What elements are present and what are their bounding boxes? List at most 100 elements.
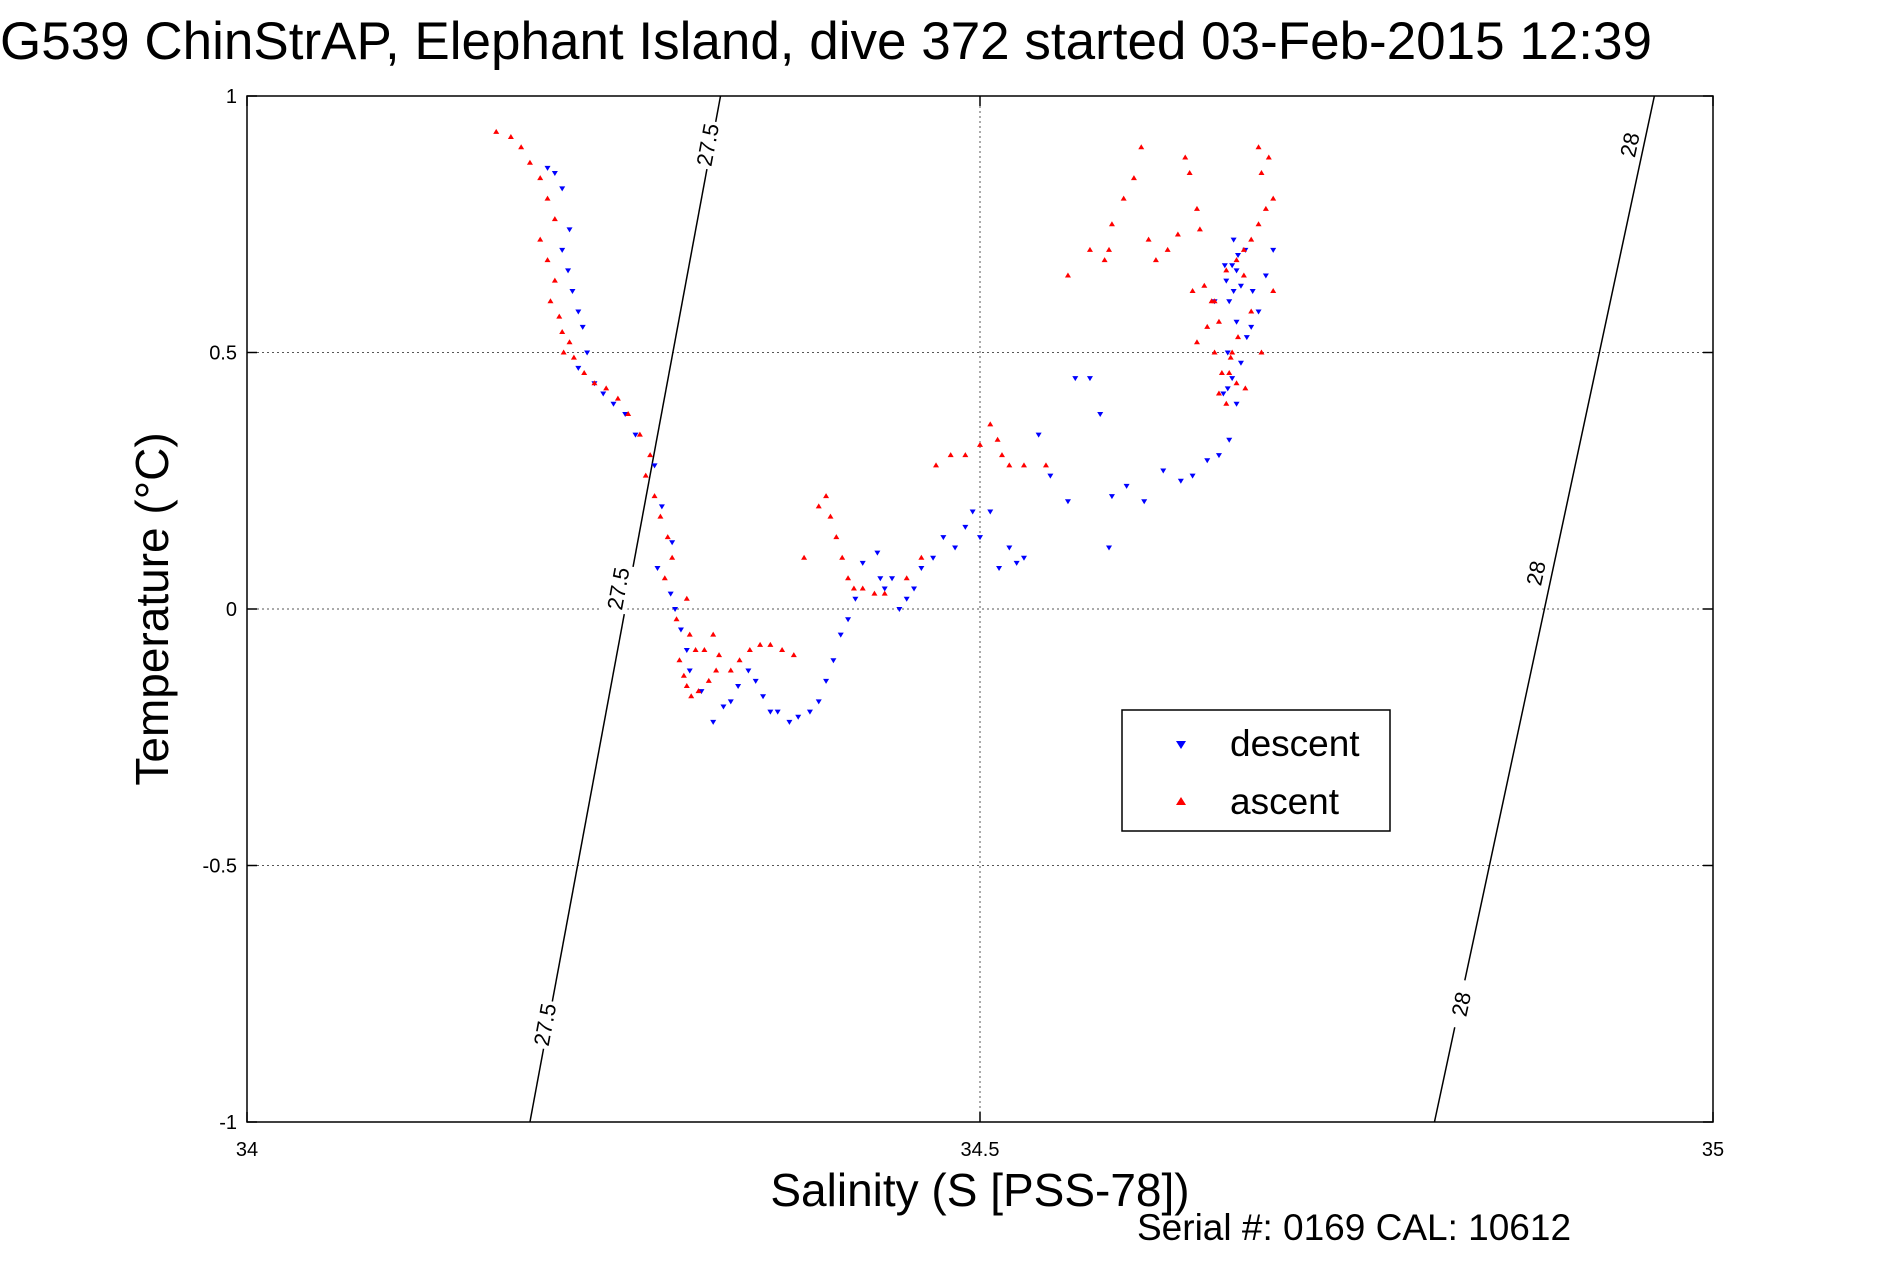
ascent-point xyxy=(713,667,720,673)
isopycnal-label-bg xyxy=(600,562,636,615)
descent-point xyxy=(1229,263,1236,269)
descent-point xyxy=(1013,560,1020,566)
descent-point xyxy=(1223,278,1230,284)
descent-point xyxy=(735,683,742,689)
legend-descent-marker xyxy=(1176,741,1186,749)
descent-point xyxy=(874,550,881,556)
descent-point xyxy=(654,565,661,571)
ascent-point xyxy=(701,647,708,653)
descent-point xyxy=(969,509,976,515)
descent-point xyxy=(1220,391,1227,397)
ascent-point xyxy=(705,677,712,683)
ascent-point xyxy=(1265,154,1272,160)
descent-point xyxy=(575,309,582,315)
descent-point xyxy=(584,350,591,356)
ascent-point xyxy=(815,503,822,509)
descent-point xyxy=(889,576,896,582)
descent-point xyxy=(1237,283,1244,289)
y-tick-label: 0.5 xyxy=(209,343,237,365)
descent-point xyxy=(767,709,774,715)
descent-point xyxy=(610,401,617,407)
descent-point xyxy=(1270,247,1277,253)
ascent-point xyxy=(493,128,500,134)
legend-ascent-marker xyxy=(1176,797,1186,805)
descent-point xyxy=(1229,376,1236,382)
isopycnal-label-bg xyxy=(527,998,562,1051)
descent-point xyxy=(745,668,752,674)
y-axis-label: Temperature (°C) xyxy=(126,432,178,785)
ascent-point xyxy=(676,657,683,663)
ascent-point xyxy=(1223,267,1230,273)
ascent-point xyxy=(1204,323,1211,329)
descent-point xyxy=(559,247,566,253)
ascent-point xyxy=(1120,195,1127,201)
descent-point xyxy=(1230,237,1237,243)
ascent-point xyxy=(1006,462,1013,468)
ascent-point xyxy=(537,236,544,242)
ascent-point xyxy=(716,652,723,658)
ascent-point xyxy=(1240,246,1247,252)
ascent-point xyxy=(647,452,654,458)
descent-point xyxy=(1230,288,1237,294)
descent-point xyxy=(786,719,793,725)
ascent-point xyxy=(683,595,690,601)
ascent-point xyxy=(1235,334,1242,340)
ascent-point xyxy=(636,431,643,437)
descent-point xyxy=(1020,555,1027,561)
ascent-point xyxy=(625,411,632,417)
ascent-point xyxy=(661,575,668,581)
ascent-point xyxy=(526,159,533,165)
ascent-point xyxy=(559,328,566,334)
descent-point xyxy=(667,591,674,597)
descent-point xyxy=(698,689,705,695)
ascent-point xyxy=(845,575,852,581)
isopycnal-line xyxy=(1433,95,1656,1123)
ascent-point xyxy=(998,452,1005,458)
descent-point xyxy=(1006,545,1013,551)
descent-point xyxy=(952,545,959,551)
ascent-point xyxy=(1164,246,1171,252)
y-tick-label: -0.5 xyxy=(203,856,237,878)
ascent-point xyxy=(692,647,699,653)
ascent-point xyxy=(1226,370,1233,376)
ascent-point xyxy=(859,585,866,591)
descent-point xyxy=(686,668,693,674)
descent-point xyxy=(559,186,566,192)
ascent-point xyxy=(918,554,925,560)
ascent-point xyxy=(1258,349,1265,355)
ascent-point xyxy=(962,452,969,458)
descent-point xyxy=(795,714,802,720)
ascent-point xyxy=(547,298,554,304)
descent-point xyxy=(903,596,910,602)
axis-ticks: 34 34.5 35 -1 -0.5 0 0.5 1 xyxy=(203,86,1725,1161)
descent-point xyxy=(1233,401,1240,407)
descent-point xyxy=(940,535,947,541)
ascent-point xyxy=(560,349,567,355)
ascent-point xyxy=(1258,169,1265,175)
ascent-point xyxy=(987,421,994,427)
descent-point xyxy=(806,709,813,715)
ascent-point xyxy=(1248,236,1255,242)
descent-point xyxy=(1226,437,1233,443)
chart-title: G539 ChinStrAP, Elephant Island, dive 37… xyxy=(0,12,1652,71)
descent-point xyxy=(1204,458,1211,464)
ascent-point xyxy=(695,688,702,694)
descent-point xyxy=(658,504,665,510)
ascent-series xyxy=(493,128,1277,699)
ascent-point xyxy=(833,534,840,540)
descent-point xyxy=(830,658,837,664)
isopycnal-label: 28 xyxy=(1615,130,1645,159)
ascent-point xyxy=(614,395,621,401)
ascent-point xyxy=(1138,144,1145,150)
ascent-point xyxy=(570,354,577,360)
ascent-point xyxy=(1223,400,1230,406)
descent-point xyxy=(727,699,734,705)
ascent-point xyxy=(669,554,676,560)
ascent-point xyxy=(1215,318,1222,324)
ascent-point xyxy=(977,441,983,447)
descent-point xyxy=(544,165,551,171)
ascent-point xyxy=(1233,257,1240,263)
ascent-point xyxy=(1108,221,1115,227)
ascent-point xyxy=(518,144,525,150)
